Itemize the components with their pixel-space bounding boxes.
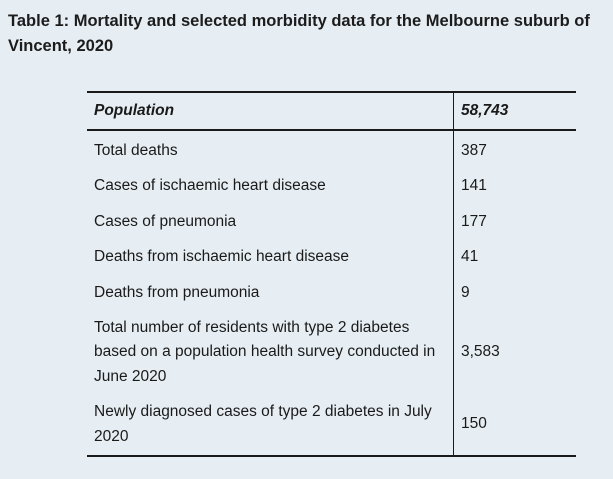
table-row: Cases of pneumonia 177 (87, 204, 576, 240)
mortality-morbidity-table: Population 58,743 Total deaths 387 Cases… (87, 91, 576, 457)
row-value: 41 (453, 239, 576, 275)
row-label: Cases of pneumonia (94, 212, 237, 230)
row-value: 177 (453, 204, 576, 240)
header-population-value: 58,743 (453, 91, 576, 131)
row-value: 150 (453, 394, 576, 457)
table-row: Cases of ischaemic heart disease 141 (87, 168, 576, 204)
table-row: Deaths from pneumonia 9 (87, 275, 576, 311)
row-label: Deaths from pneumonia (94, 283, 260, 301)
row-label: Newly diagnosed cases of type 2 diabetes… (87, 394, 454, 457)
row-value: 387 (453, 130, 576, 169)
table-header-row: Population 58,743 (87, 91, 576, 131)
table-row: Newly diagnosed cases of type 2 diabetes… (87, 394, 576, 457)
row-value: 3,583 (453, 310, 576, 395)
table-row: Total number of residents with type 2 di… (87, 310, 576, 395)
table-caption: Table 1: Mortality and selected morbidit… (8, 12, 590, 55)
table-row: Deaths from ischaemic heart disease 41 (87, 239, 576, 275)
row-value: 9 (453, 275, 576, 311)
row-label: Total number of residents with type 2 di… (94, 318, 436, 385)
row-label: Cases of ischaemic heart disease (94, 177, 326, 194)
header-population-label: Population (87, 91, 454, 131)
row-label: Deaths from ischaemic heart disease (94, 248, 350, 265)
row-label: Total deaths (94, 141, 178, 159)
table-row: Total deaths 387 (87, 130, 576, 169)
row-value: 141 (453, 168, 576, 204)
